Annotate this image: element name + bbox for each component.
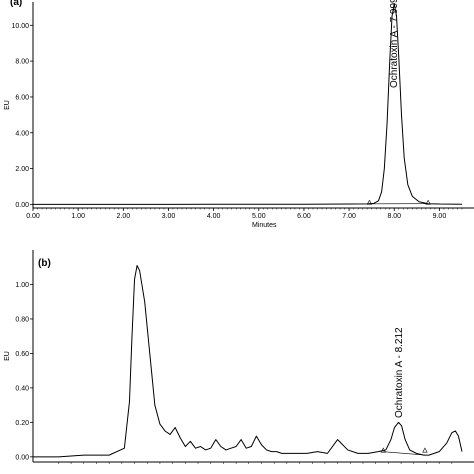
y-axis-label: EU [4,100,11,110]
y-tick-label: 2.00 [15,166,29,173]
chart-panel-a: 0.00 2.00 4.00 6.00 8.00 10.00 0.00 1.00 2.00 3.0… [4,0,474,229]
peak-marker [425,199,431,205]
peak-marker [380,447,387,453]
y-tick-label: 0.80 [15,316,29,323]
x-tick-label: 5.00 [252,213,266,220]
x-tick-label: 0.00 [26,213,40,220]
y-tick-label: 0.40 [15,385,29,392]
chromatogram-trace [33,3,463,205]
peak-label: Ochratoxin A - 7.999 [389,0,400,88]
chart-panel-b: 0.00 0.20 0.40 0.60 0.80 1.00 EU (b) Ochratoxin … [4,250,474,464]
chromatogram-trace [33,265,463,458]
peak-marker [422,447,428,453]
y-tick-label: 0.00 [15,454,29,461]
x-axis-label: Minutes [252,222,277,229]
x-tick-label: 4.00 [207,213,221,220]
y-tick-label: 1.00 [15,282,29,289]
y-tick-label: 10.00 [11,23,29,30]
y-axis-label: EU [4,351,11,361]
y-tick-label: 0.60 [15,351,29,358]
y-tick-label: 8.00 [15,59,29,66]
integration-baseline [383,451,425,456]
x-tick-label: 3.00 [162,213,176,220]
y-tick-label: 0.00 [15,202,29,209]
x-tick-label: 8.00 [387,213,401,220]
x-tick-label: 9.00 [433,213,447,220]
x-tick-label: 1.00 [71,213,85,220]
y-tick-label: 0.20 [15,420,29,427]
peak-marker [366,199,373,205]
panel-label: (b) [38,258,51,269]
y-tick-label: 4.00 [15,130,29,137]
x-tick-label: 6.00 [297,213,311,220]
panel-label: (a) [10,0,22,8]
y-tick-label: 6.00 [15,94,29,101]
peak-label: Ochratoxin A - 8.212 [394,327,405,418]
x-tick-label: 7.00 [342,213,356,220]
x-tick-label: 2.00 [117,213,131,220]
